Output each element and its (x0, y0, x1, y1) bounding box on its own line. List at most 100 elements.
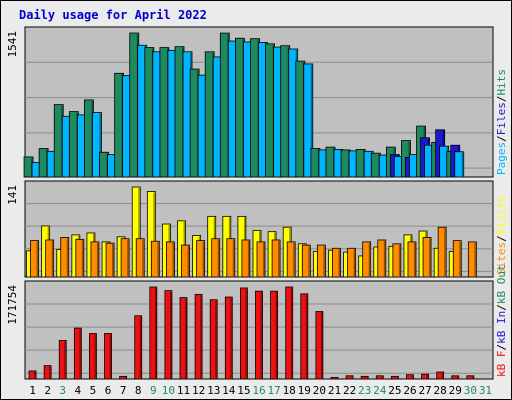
bar-shade (444, 228, 446, 277)
day-label-13: 13 (207, 384, 220, 397)
bar-fill (181, 244, 190, 278)
bar-kb-f-day-25 (390, 375, 399, 380)
bar-kb-f-day-27 (421, 373, 429, 380)
legend-separator: / (495, 135, 508, 142)
bar-fill (134, 315, 143, 380)
day-label-24: 24 (373, 384, 387, 397)
bar-shade (305, 294, 308, 379)
bar-fill (211, 238, 221, 278)
bar-shade (202, 241, 205, 277)
bar-kb-f-day-15 (240, 287, 248, 380)
bar-shade (461, 152, 464, 177)
day-label-21: 21 (328, 384, 341, 397)
bar-sites-day-16 (256, 241, 266, 278)
bar-fill (285, 286, 294, 380)
bar-kb-f-day-13 (209, 299, 218, 380)
day-label-25: 25 (388, 384, 401, 397)
day-label-22: 22 (343, 384, 356, 397)
day-label-30: 30 (464, 384, 477, 397)
panels-group: 1541Pages/Files/Hits141Sites/Visits17175… (6, 26, 508, 380)
bar-shade (429, 238, 431, 277)
legend-item-hits: Hits (495, 69, 508, 96)
bar-sites-day-26 (407, 241, 417, 278)
bar-sites-day-30 (467, 241, 477, 278)
bar-kb-f-day-5 (89, 333, 97, 380)
bar-sites-day-14 (226, 238, 236, 278)
bar-shade (310, 64, 313, 177)
bar-sites-day-8 (135, 238, 145, 278)
bar-fill (28, 370, 37, 380)
bar-sites-day-29 (452, 240, 462, 278)
bar-shade (109, 334, 112, 379)
bar-fill (300, 293, 309, 380)
bar-fill (316, 244, 326, 278)
bar-shade (308, 246, 310, 277)
bar-shade (335, 378, 338, 379)
bar-shade (154, 288, 157, 379)
bar-fill (345, 375, 354, 380)
bar-sites-day-2 (45, 239, 55, 278)
day-label-26: 26 (403, 384, 416, 397)
bar-shade (247, 240, 250, 277)
bar-kb-f-day-3 (58, 340, 67, 380)
day-label-5: 5 (90, 384, 97, 397)
bar-fill (45, 239, 55, 278)
max-value-label: 1541 (6, 31, 19, 58)
bar-kb-f-day-17 (270, 290, 278, 380)
bar-shade (426, 375, 429, 379)
bar-kb-f-day-7 (119, 375, 128, 380)
bar-pages-day-29 (454, 151, 465, 178)
day-label-27: 27 (418, 384, 431, 397)
bar-shade (142, 239, 144, 277)
bar-fill (256, 241, 266, 278)
bar-sites-day-4 (75, 238, 85, 278)
bar-fill (135, 238, 145, 278)
day-label-1: 1 (29, 384, 36, 397)
day-label-4: 4 (75, 384, 82, 397)
day-label-9: 9 (150, 384, 157, 397)
side-legend: Sites/Visits (495, 196, 508, 276)
bar-fill (436, 371, 445, 380)
bar-fill (286, 241, 296, 278)
bar-shade (474, 242, 476, 277)
bar-shade (413, 242, 416, 277)
bar-shade (383, 240, 386, 277)
bar-shade (51, 240, 54, 277)
bar-fill (149, 286, 158, 380)
bar-fill (332, 247, 341, 278)
bar-shade (263, 242, 265, 277)
bar-kb-f-day-22 (345, 375, 354, 380)
bar-fill (58, 340, 67, 380)
bar-sites-day-24 (377, 239, 387, 278)
max-value-label: 171754 (6, 285, 19, 325)
bar-shade (187, 246, 190, 277)
bar-fill (301, 244, 311, 278)
bar-shade (153, 192, 155, 277)
bar-kb-f-day-8 (134, 315, 143, 380)
bar-shade (260, 292, 262, 379)
day-label-28: 28 (434, 384, 447, 397)
bar-shade (157, 242, 159, 277)
bar-pages-day-19 (303, 63, 314, 178)
bar-shade (169, 291, 172, 379)
day-label-3: 3 (59, 384, 66, 397)
day-label-7: 7 (120, 384, 127, 397)
bar-fill (196, 240, 206, 278)
legend-item-sites: Sites (495, 242, 508, 275)
bar-sites-day-13 (211, 238, 221, 278)
bar-kb-f-day-28 (436, 371, 445, 380)
bar-kb-f-day-24 (375, 375, 384, 380)
bar-sites-day-23 (362, 241, 372, 278)
bar-fill (360, 375, 369, 380)
legend-separator: / (495, 304, 508, 311)
bar-sites-day-3 (60, 237, 70, 278)
bar-kb-f-day-16 (255, 290, 263, 380)
bar-shade (320, 312, 323, 379)
bar-fill (315, 311, 324, 380)
bar-fill (75, 238, 85, 278)
bar-sites-day-11 (181, 244, 190, 278)
bar-fill (303, 63, 314, 178)
